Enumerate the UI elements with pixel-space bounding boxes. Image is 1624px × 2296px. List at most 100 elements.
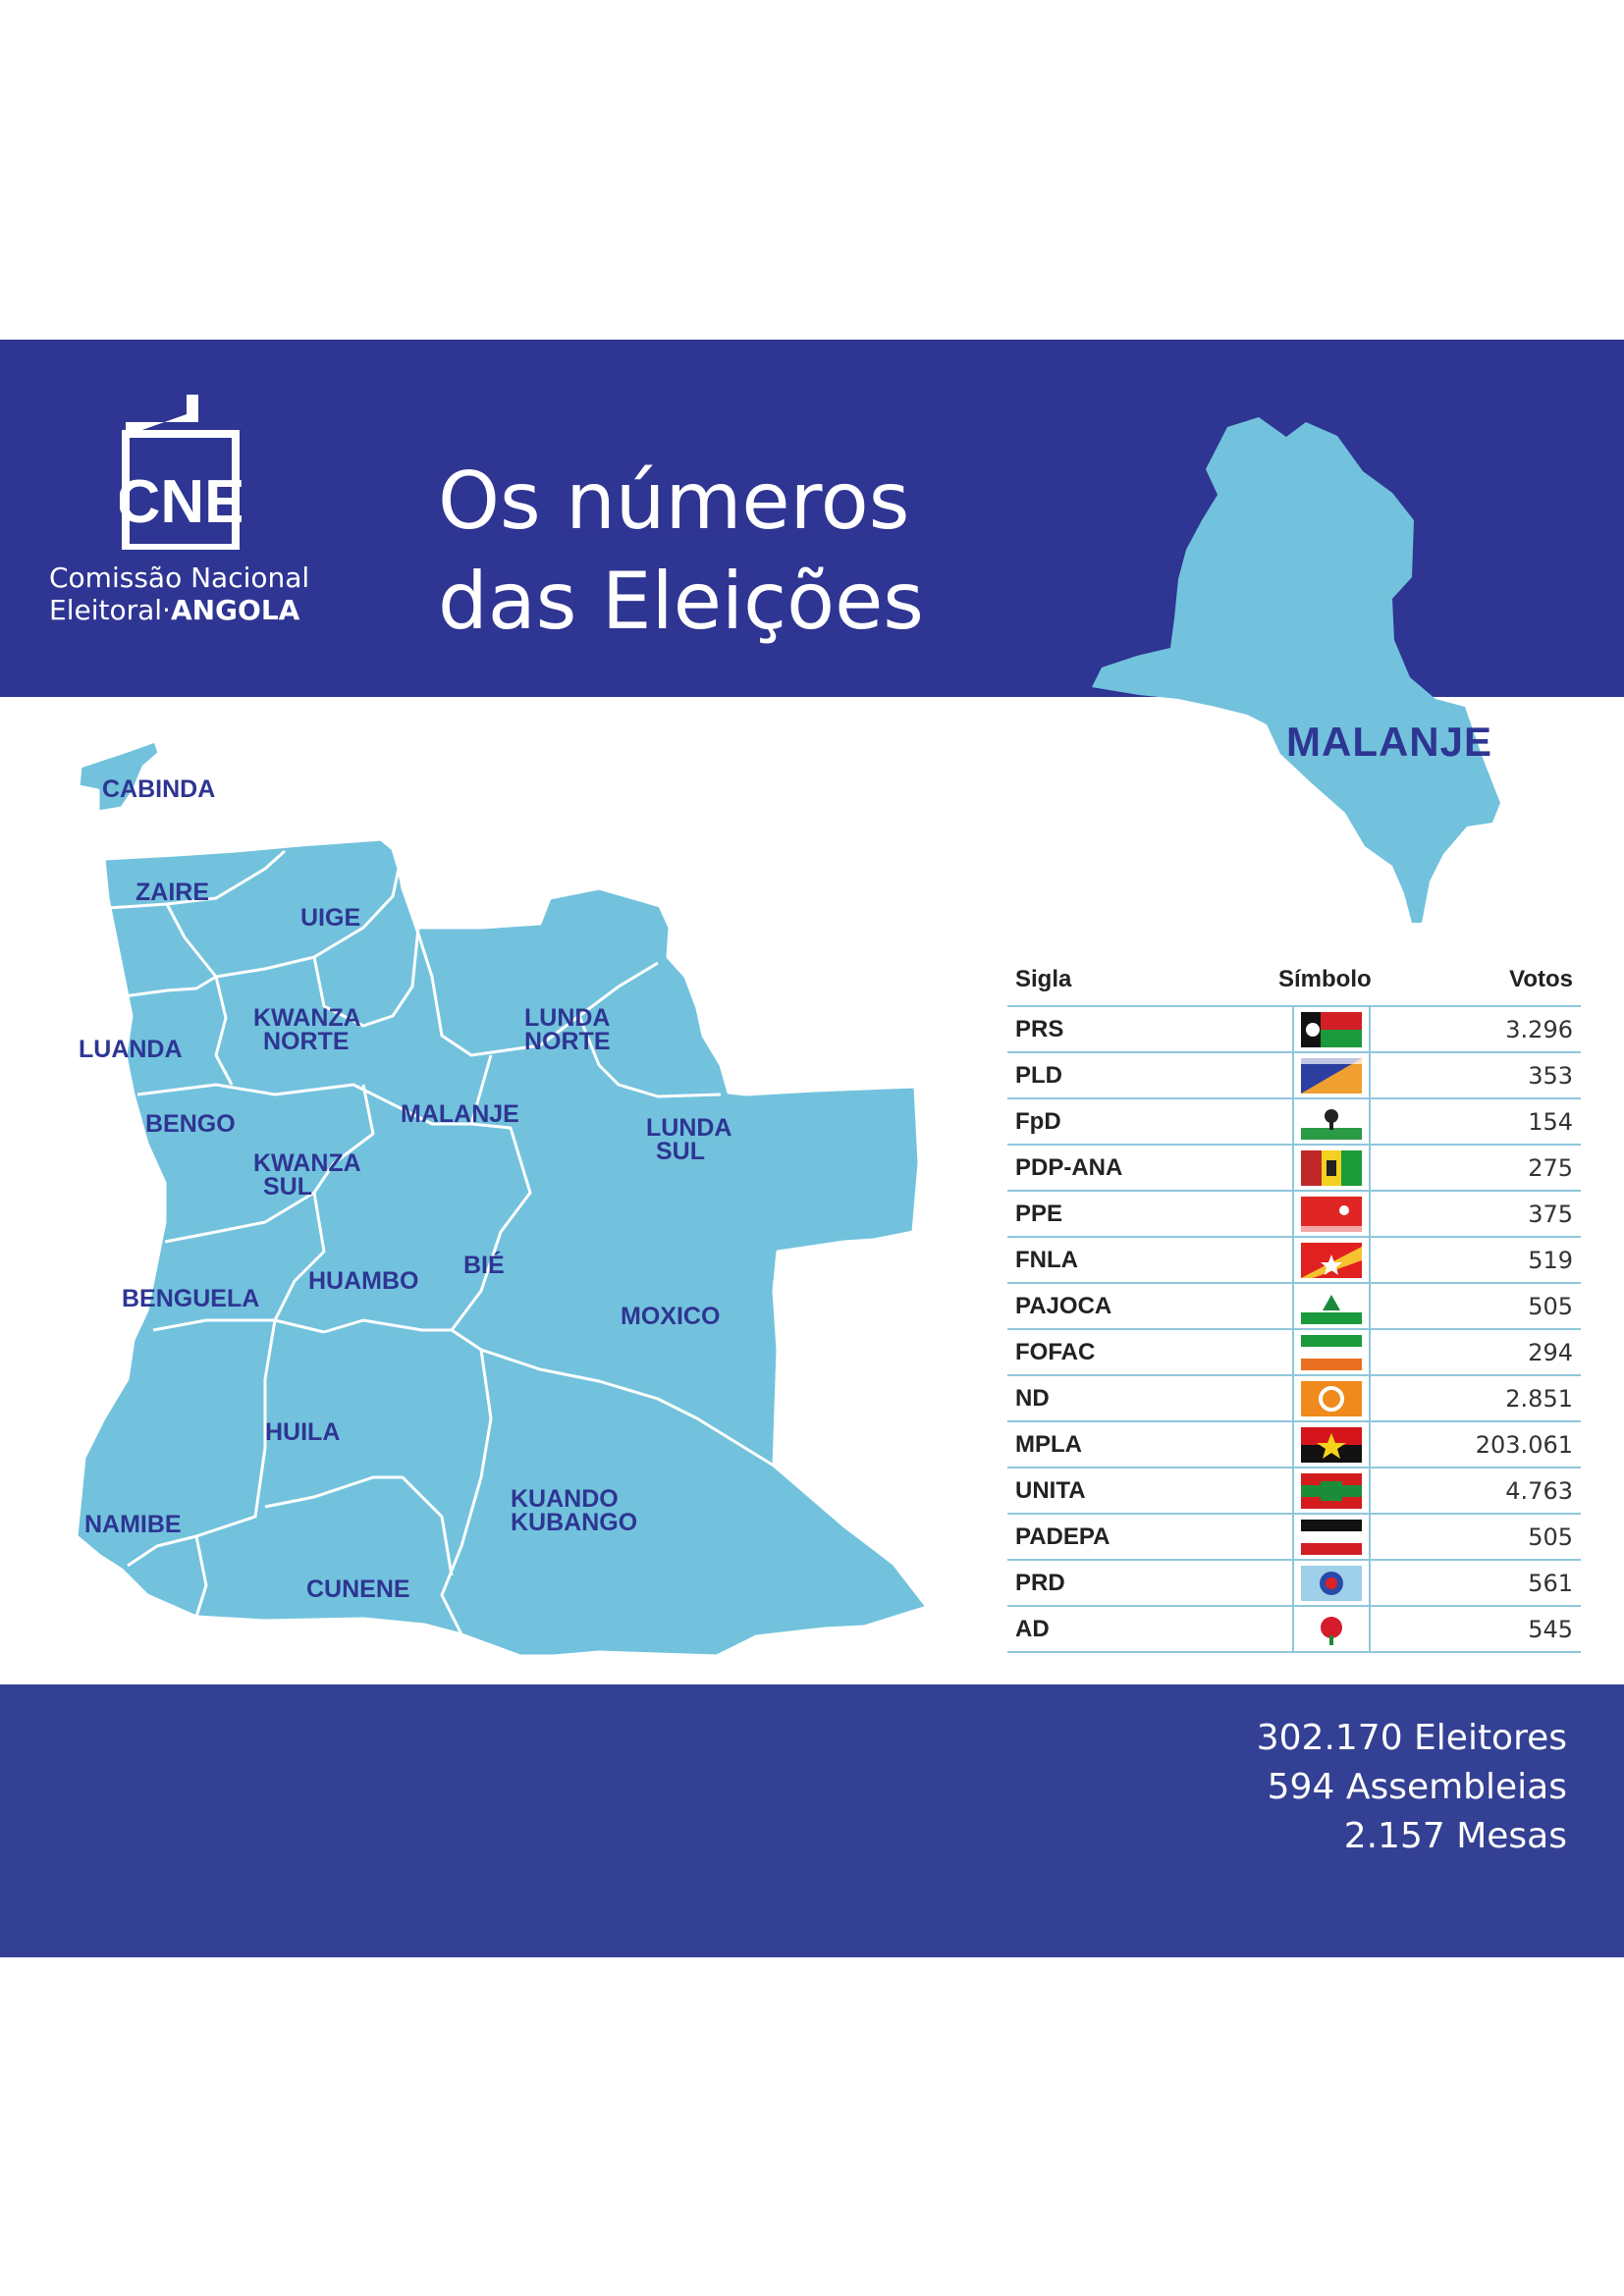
- party-sigla: PADEPA: [1007, 1514, 1293, 1561]
- province-label-uige: UIGE: [300, 904, 360, 932]
- party-sigla: MPLA: [1007, 1421, 1293, 1468]
- nd-flag-icon: [1301, 1380, 1362, 1416]
- cabinda-region: [77, 739, 161, 814]
- cne-logo: CNE Comissão Nacional Eleitoral·ANGOLA: [49, 395, 324, 640]
- party-sigla: ND: [1007, 1375, 1293, 1422]
- party-sigla: FpD: [1007, 1098, 1293, 1146]
- stat-mesas: 2.157 Mesas: [1343, 1816, 1567, 1856]
- kwanza-sul-line-1: KWANZA: [253, 1149, 361, 1177]
- table-row: PRS 3.296: [1007, 1006, 1581, 1053]
- province-label-kuando-kubango: KUANDO KUBANGO: [511, 1485, 637, 1536]
- province-label-benguela: BENGUELA: [122, 1285, 259, 1312]
- table-row: MPLA 203.061: [1007, 1421, 1581, 1468]
- malanje-province-map: [1092, 417, 1500, 923]
- province-label-bie: BIÉ: [463, 1251, 505, 1279]
- party-symbol-cell: [1292, 1191, 1371, 1238]
- logo-line-2-country: ANGOLA: [170, 594, 300, 626]
- pajoca-flag-icon: [1301, 1288, 1362, 1324]
- province-label-cunene: CUNENE: [306, 1575, 410, 1603]
- party-symbol-cell: [1292, 1514, 1371, 1561]
- table-row: PLD 353: [1007, 1052, 1581, 1099]
- header-votos: Votos: [1509, 966, 1573, 992]
- province-borders: [107, 849, 775, 1635]
- mpla-flag-icon: [1301, 1426, 1362, 1463]
- party-symbol-cell: [1292, 1560, 1371, 1607]
- table-row: ND 2.851: [1007, 1375, 1581, 1422]
- province-label-cabinda: CABINDA: [102, 775, 215, 803]
- province-label-huila: HUILA: [265, 1418, 340, 1446]
- kuando-kubango-line-1: KUANDO: [511, 1485, 619, 1513]
- party-votes: 545: [1370, 1606, 1581, 1653]
- kuando-kubango-line-2: KUBANGO: [511, 1509, 637, 1536]
- party-votes: 275: [1370, 1145, 1581, 1192]
- logo-line-2-prefix: Eleitoral·: [49, 594, 171, 626]
- party-symbol-cell: [1292, 1329, 1371, 1376]
- logo-line-1: Comissão Nacional: [49, 561, 310, 594]
- table-row: PPE 375: [1007, 1191, 1581, 1238]
- table-row: FOFAC 294: [1007, 1329, 1581, 1376]
- party-sigla: PAJOCA: [1007, 1283, 1293, 1330]
- table-row: FNLA 519: [1007, 1237, 1581, 1284]
- pdpana-flag-icon: [1301, 1149, 1362, 1186]
- fnla-flag-icon: [1301, 1242, 1362, 1278]
- party-sigla: AD: [1007, 1606, 1293, 1653]
- table-row: PDP-ANA 275: [1007, 1145, 1581, 1192]
- party-votes: 203.061: [1370, 1421, 1581, 1468]
- footer-band: [0, 1684, 1624, 1957]
- kwanza-sul-line-2: SUL: [263, 1173, 312, 1201]
- province-label-moxico: MOXICO: [621, 1303, 720, 1330]
- province-label-malanje: MALANJE: [401, 1100, 519, 1128]
- table-row: AD 545: [1007, 1606, 1581, 1653]
- table-row: PADEPA 505: [1007, 1514, 1581, 1561]
- page-title: Os números das Eleições: [438, 452, 924, 652]
- party-votes: 154: [1370, 1098, 1581, 1146]
- kwanza-norte-line-1: KWANZA: [253, 1004, 361, 1032]
- province-label-lunda-norte: LUNDA NORTE: [524, 1004, 611, 1055]
- padepa-flag-icon: [1301, 1519, 1362, 1555]
- stat-eleitores: 302.170 Eleitores: [1256, 1718, 1567, 1758]
- header-simbolo: Símbolo: [1278, 966, 1372, 992]
- party-votes: 505: [1370, 1514, 1581, 1561]
- malanje-province-shape: [1092, 417, 1500, 923]
- results-table-block: Sigla Símbolo Votos PRS 3.296 PLD 353 FpD 154…: [1007, 954, 1581, 1653]
- party-votes: 4.763: [1370, 1468, 1581, 1515]
- mainland-outline: [75, 837, 929, 1658]
- lunda-sul-line-1: LUNDA: [646, 1114, 732, 1142]
- party-sigla: PDP-ANA: [1007, 1145, 1293, 1192]
- party-sigla: UNITA: [1007, 1468, 1293, 1515]
- prd-flag-icon: [1301, 1565, 1362, 1601]
- title-line-1: Os números: [438, 455, 910, 547]
- election-stats: 302.170 Eleitores 594 Assembleias 2.157 …: [1257, 1714, 1567, 1861]
- party-symbol-cell: [1292, 1283, 1371, 1330]
- party-symbol-cell: [1292, 1052, 1371, 1099]
- party-sigla: FNLA: [1007, 1237, 1293, 1284]
- party-symbol-cell: [1292, 1098, 1371, 1146]
- party-sigla: PLD: [1007, 1052, 1293, 1099]
- party-symbol-cell: [1292, 1421, 1371, 1468]
- party-sigla: FOFAC: [1007, 1329, 1293, 1376]
- party-votes: 353: [1370, 1052, 1581, 1099]
- logo-caption: Comissão Nacional Eleitoral·ANGOLA: [49, 561, 309, 626]
- angola-provinces-map: CABINDA ZAIRE UIGE LUANDA KWANZA NORTE LU…: [75, 739, 929, 1658]
- party-symbol-cell: [1292, 1375, 1371, 1422]
- province-label-huambo: HUAMBO: [308, 1267, 419, 1295]
- party-symbol-cell: [1292, 1606, 1371, 1653]
- party-symbol-cell: [1292, 1468, 1371, 1515]
- table-row: PAJOCA 505: [1007, 1283, 1581, 1330]
- party-votes: 505: [1370, 1283, 1581, 1330]
- table-row: PRD 561: [1007, 1560, 1581, 1607]
- ad-flag-icon: [1301, 1611, 1362, 1647]
- party-symbol-cell: [1292, 1237, 1371, 1284]
- table-row: FpD 154: [1007, 1098, 1581, 1146]
- province-label-zaire: ZAIRE: [135, 879, 209, 906]
- province-label-bengo: BENGO: [145, 1110, 236, 1138]
- party-votes: 2.851: [1370, 1375, 1581, 1422]
- lunda-sul-line-2: SUL: [656, 1138, 705, 1165]
- ppe-flag-icon: [1301, 1196, 1362, 1232]
- party-votes: 519: [1370, 1237, 1581, 1284]
- party-symbol-cell: [1292, 1145, 1371, 1192]
- cne-mark-text: CNE: [120, 468, 242, 536]
- province-label-kwanza-sul: KWANZA SUL: [253, 1149, 361, 1201]
- results-table-header: Sigla Símbolo Votos: [1007, 954, 1581, 1005]
- table-row: UNITA 4.763: [1007, 1468, 1581, 1515]
